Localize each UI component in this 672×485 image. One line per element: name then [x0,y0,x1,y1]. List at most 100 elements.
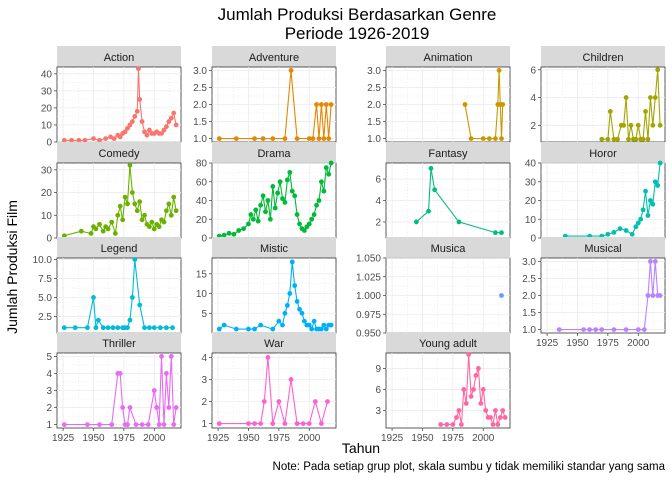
data-point [125,422,130,427]
panel-background [211,257,337,334]
data-point [267,216,273,222]
data-point [643,188,648,194]
y-tick-label: 2 [46,403,52,414]
data-point [170,325,175,331]
y-tick-label: 2 [201,397,207,408]
data-point [468,136,474,141]
data-point [173,405,179,410]
data-point [145,422,151,427]
x-tick-label: 1925 [207,433,230,444]
data-point [161,219,167,225]
data-point [648,95,653,100]
data-point [122,194,128,200]
data-point [258,322,264,328]
data-point [146,325,152,331]
y-tick-label: 5.0 [38,293,52,304]
data-point [611,327,617,332]
data-point [168,354,174,359]
data-point [428,165,434,171]
y-tick-label: 2 [530,121,536,132]
facet-fantasy: Fantasy 2 4 6 [375,142,511,239]
facet-strip [386,142,510,163]
y-tick-label: 1.0 [367,134,381,145]
data-point [133,422,139,427]
gridlines [57,258,181,333]
x-tick-label: 1975 [597,338,620,349]
data-point [328,322,334,328]
y-tick-label: 0 [46,138,52,149]
y-tick-label: 6 [375,385,381,396]
data-point [623,95,629,100]
data-point [289,259,295,265]
data-point [151,226,157,232]
data-point [216,326,222,332]
data-point [314,202,319,208]
facet-strip [57,332,181,353]
data-point [297,306,302,312]
data-point [61,422,67,427]
y-tick-label: 6 [375,175,381,186]
facet-strip-label: Musical [584,243,621,255]
data-point [587,327,593,332]
facet-strip-label: Adventure [249,52,299,64]
facet-musica: Musica 0.950 0.975 1.000 1.025 1.050 [356,237,511,340]
data-point [248,212,254,217]
data-point [456,219,462,225]
data-point [294,136,300,141]
y-tick-label: 5 [201,309,207,320]
data-point [326,136,332,141]
data-point [306,421,312,426]
facet-strip-label: War [264,338,284,350]
facet-adventure: Adventure 1.0 1.5 2.0 2.5 3.0 [193,46,337,145]
facet-strip-label: Action [104,52,135,64]
y-tick-label: 3.0 [193,66,207,77]
data-point [280,196,285,202]
data-point [260,136,266,141]
data-point [221,322,227,328]
data-point [93,226,99,232]
data-point [328,160,334,166]
data-point [454,415,459,420]
data-point [164,124,169,130]
data-point [478,401,484,406]
data-point [246,421,251,426]
x-tick-label: 2000 [472,433,495,444]
panel-background [56,257,182,334]
facet-strip [212,142,336,163]
data-point [282,310,288,316]
data-point [112,231,118,236]
y-tick-label: 1.025 [356,272,381,283]
data-point [146,127,152,133]
y-tick-label: 0 [46,234,52,245]
data-point [499,230,504,236]
data-point [499,293,504,298]
y-tick-label: 2.0 [193,100,207,111]
data-point [100,325,106,331]
facet-strip [386,237,510,258]
data-point [450,422,456,427]
y-tick-label: 30 [41,86,53,97]
data-point [288,377,294,382]
data-point [252,326,257,332]
y-tick-label: 1.5 [522,308,536,319]
data-point [628,122,634,128]
data-point [629,231,635,237]
data-point [312,399,318,404]
chart-title-line-2: Periode 1926-2019 [285,24,430,43]
y-tick-label: 2.5 [367,83,381,94]
data-point [309,216,315,222]
data-point [166,119,172,124]
data-point [84,422,90,427]
data-point [638,216,644,222]
data-point [61,325,67,331]
data-point [120,405,126,410]
data-point [120,217,126,223]
data-point [493,230,498,236]
data-point [69,137,74,143]
y-tick-label: 2 [375,217,381,228]
data-point [645,293,651,298]
data-point [226,230,232,236]
y-tick-label: 6 [530,65,536,76]
data-point [159,354,164,359]
facet-war: War 1 2 3 4 1925 1950 1975 2000 [201,332,337,444]
